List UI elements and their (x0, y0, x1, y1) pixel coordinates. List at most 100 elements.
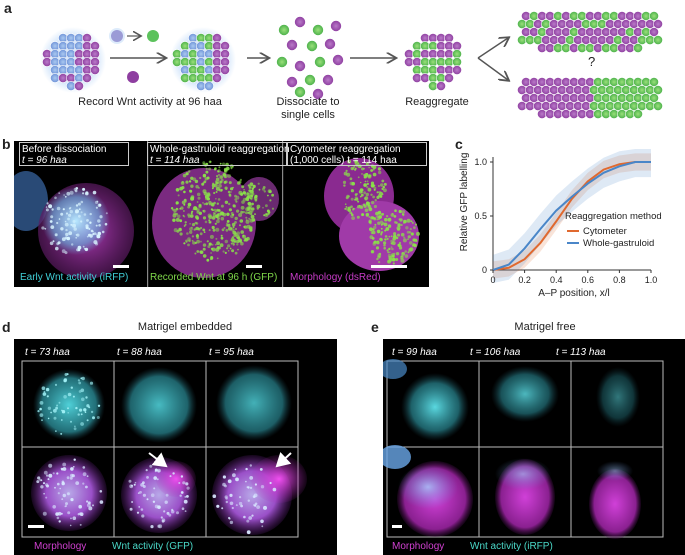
x-tick-label: 0.8 (613, 275, 626, 285)
scalebar-d (28, 525, 44, 528)
e-wnt-99 (401, 373, 469, 441)
d-legend-morphology: Morphology (34, 541, 87, 552)
e-time-3: t = 113 haa (556, 347, 606, 358)
b2-title: Whole-gastruloid reaggregation (150, 144, 290, 155)
panel-c-chart: Relative GFP labelling 0 0.2 0.4 0.6 0.8 1.0 0… (459, 149, 662, 299)
chart-ylabel: Relative GFP labelling (459, 153, 470, 252)
legend-entry: Whole-gastruloid (583, 238, 654, 249)
cell (653, 19, 663, 29)
cell (649, 11, 659, 21)
x-tick-label: 0.4 (550, 275, 563, 285)
d-legend-wnt: Wnt activity (GFP) (112, 541, 194, 552)
image-cytometer (324, 158, 420, 271)
cell (649, 93, 659, 103)
arrow-d-88 (148, 452, 168, 468)
legend-title: Reaggregation method (565, 211, 662, 222)
cell (452, 65, 462, 75)
image-whole-gastruloid (152, 160, 279, 278)
panel-d-title: Matrigel embedded (137, 321, 233, 333)
y-tick-label: 0 (482, 265, 487, 275)
legend-entry: Cytometer (583, 226, 627, 237)
cell (82, 73, 92, 83)
e-merge-113 (589, 469, 641, 539)
e-legend-wnt: Wnt activity (iRFP) (470, 541, 553, 552)
arrow-d-95 (275, 451, 292, 468)
series-line (492, 161, 651, 271)
panel-e-title: Matrigel free (514, 321, 576, 333)
cell (90, 65, 100, 75)
panel-d-label: d (2, 319, 11, 335)
cell (653, 85, 663, 95)
panel-a-schematic (40, 11, 663, 119)
fork-arrow-top (477, 38, 508, 59)
d-wnt-73 (33, 369, 105, 441)
gastruloid-before (40, 27, 106, 93)
y-tick-label: 1.0 (474, 157, 487, 167)
legend-recorded-wnt: Recorded Wnt at 96 h (GFP) (150, 272, 278, 283)
dissociated-cell (332, 54, 344, 66)
cell (633, 109, 643, 119)
panel-b-label: b (2, 136, 11, 152)
caption-record: Record Wnt activity at 96 haa (78, 96, 222, 108)
confidence-band (493, 149, 651, 283)
d-time-3: t = 95 haa (209, 347, 254, 358)
b1-time: t = 96 haa (22, 155, 67, 166)
dissociated-cell (286, 39, 298, 51)
panel-a-label: a (4, 0, 12, 16)
dissociated-cell (312, 24, 324, 36)
dissociated-cell (294, 16, 306, 28)
b3-label-box (287, 142, 427, 166)
b3-title: Cytometer reaggregation (290, 144, 401, 155)
reaggregate-sphere (404, 33, 462, 91)
dissociated-cell (312, 88, 324, 100)
cell (649, 77, 659, 87)
panel-d-images (21, 360, 307, 538)
image-before-dissociation (14, 171, 134, 279)
elongated-polarized (517, 77, 663, 119)
b2-time: t = 114 haa (150, 155, 200, 166)
cell (633, 43, 643, 53)
b3-time: (1,000 cells) t = 114 haa (290, 155, 397, 166)
dissociated-cell (306, 40, 318, 52)
fork-arrow-bottom (477, 57, 508, 80)
cell (436, 81, 446, 91)
d-wnt-88 (121, 367, 197, 443)
cell-transition-icon (109, 28, 159, 83)
cell (220, 65, 230, 75)
dissociated-cell (330, 20, 342, 32)
elongated-mixed (517, 11, 663, 53)
b1-title: Before dissociation (22, 144, 107, 155)
x-tick-label: 1.0 (645, 275, 658, 285)
cell (653, 101, 663, 111)
cell (212, 73, 222, 83)
cell (74, 81, 84, 91)
y-tick-label: 0.5 (474, 211, 487, 221)
x-tick-label: 0.2 (518, 275, 531, 285)
cell (649, 27, 659, 37)
panel-e-images (383, 359, 664, 539)
dissociated-cell (294, 86, 306, 98)
dissociated-cell (276, 56, 288, 68)
dissociated-cell (304, 74, 316, 86)
cell (444, 73, 454, 83)
dissociated-cell (314, 56, 326, 68)
scalebar-e (392, 525, 402, 528)
e-legend-morphology: Morphology (392, 541, 445, 552)
confidence-band (493, 153, 651, 279)
b1-label-box (19, 142, 129, 166)
e-wnt-113 (596, 367, 640, 427)
cell (653, 35, 663, 45)
caption-dissociate-2: single cells (281, 109, 335, 121)
dissociated-cell (324, 38, 336, 50)
x-tick-label: 0 (490, 275, 495, 285)
d-time-2: t = 88 haa (117, 347, 162, 358)
d-wnt-95 (216, 365, 292, 441)
b2-label-box (147, 142, 287, 166)
dissociated-cell (294, 60, 306, 72)
e-time-2: t = 106 haa (470, 347, 521, 358)
x-tick-label: 0.6 (582, 275, 595, 285)
caption-reaggregate: Reaggregate (405, 96, 469, 108)
dissociated-cells (276, 16, 344, 100)
chart-xlabel: A–P position, x/l (538, 288, 610, 299)
series-line (492, 161, 651, 271)
